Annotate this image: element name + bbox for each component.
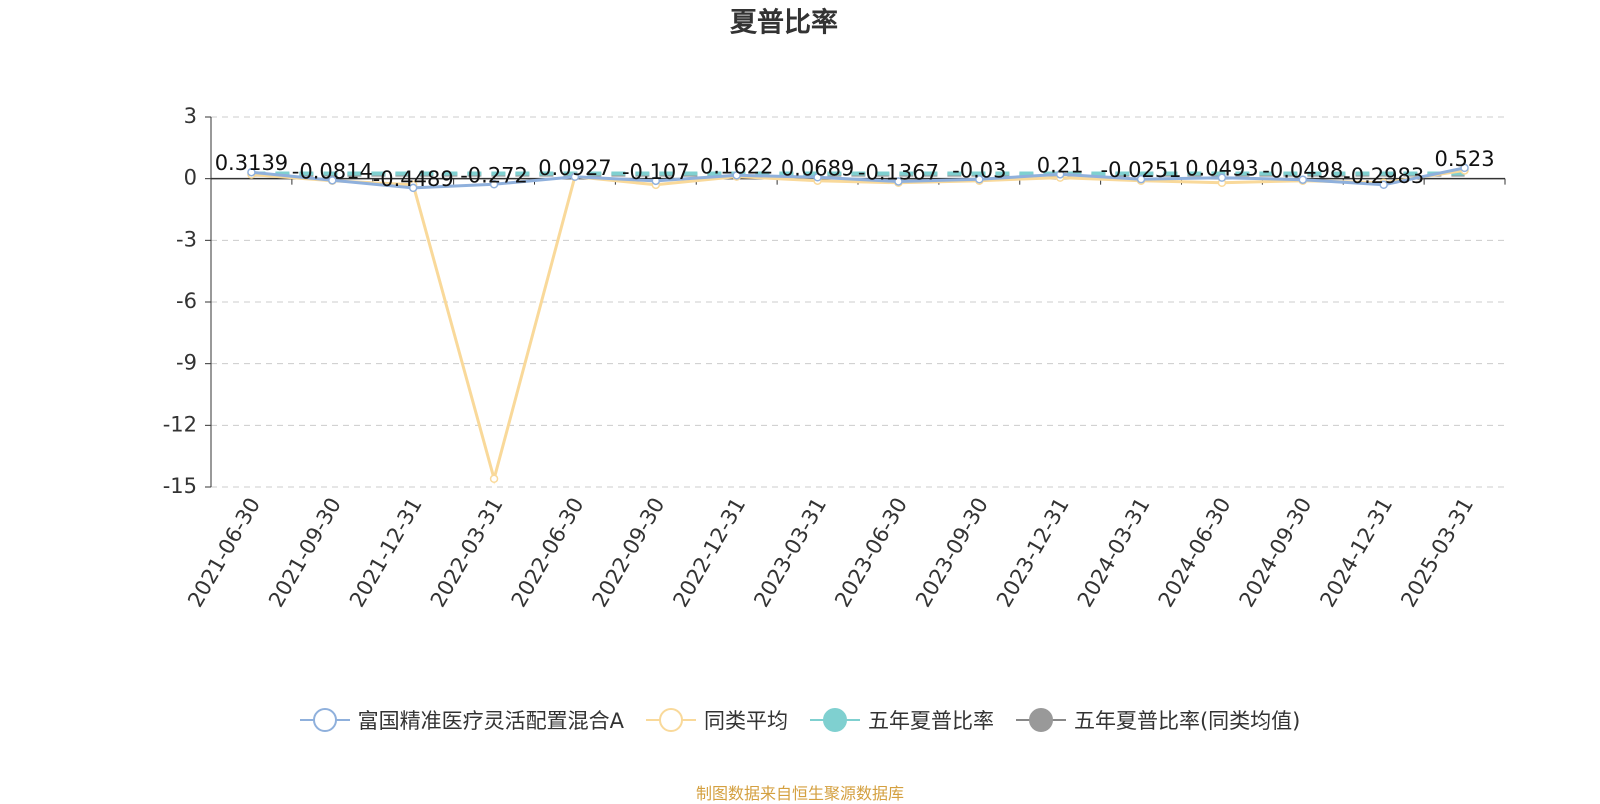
- data-label: -0.0498: [1262, 159, 1343, 183]
- data-point: [813, 173, 822, 182]
- source-note: 制图数据来自恒生聚源数据库: [695, 784, 904, 803]
- legend: 富国精准医疗灵活配置混合A 同类平均 五年夏普比率 五年夏普比率(同类均值): [0, 705, 1600, 735]
- data-point: [1217, 173, 1227, 182]
- data-point: [1460, 163, 1469, 173]
- legend-marker: [1028, 708, 1053, 732]
- x-tick-label: 2021-12-31: [345, 494, 427, 612]
- x-tick-label: 2024-09-30: [1235, 494, 1317, 612]
- data-label: -0.0251: [1101, 158, 1182, 182]
- chart-title: 夏普比率: [730, 7, 838, 39]
- data-point: [489, 180, 499, 189]
- data-label: 0.0493: [1185, 157, 1258, 181]
- data-label: 0.0689: [781, 156, 854, 180]
- x-tick-label: 2022-06-30: [507, 494, 589, 612]
- x-tick-label: 2023-03-31: [749, 494, 831, 612]
- x-tick-label: 2023-06-30: [830, 494, 912, 612]
- data-label: -0.1367: [858, 160, 939, 184]
- y-tick-label: -6: [176, 289, 197, 313]
- data-label: -0.0814: [292, 159, 373, 183]
- x-tick-label: 2021-06-30: [183, 494, 265, 612]
- y-tick-label: -12: [163, 412, 197, 436]
- x-tick-label: 2023-12-31: [992, 494, 1074, 612]
- data-point: [1379, 180, 1388, 190]
- legend-item[interactable]: 富国精准医疗灵活配置混合A: [299, 705, 624, 735]
- legend-marker: [822, 708, 847, 732]
- legend-marker: [312, 708, 337, 732]
- y-tick-label: -3: [176, 227, 197, 251]
- data-point: [1136, 174, 1146, 184]
- x-tick-label: 2022-03-31: [426, 494, 508, 612]
- x-tick-label: 2021-09-30: [264, 494, 346, 612]
- data-label: 0.3139: [215, 151, 288, 175]
- x-tick-label: 2024-12-31: [1315, 494, 1397, 612]
- y-tick-label: -9: [176, 351, 197, 375]
- data-point: [489, 474, 499, 484]
- data-label: -0.272: [460, 163, 528, 187]
- y-tick-label: -15: [163, 474, 197, 498]
- legend-icon: [809, 708, 860, 732]
- data-label: -0.2983: [1343, 164, 1424, 188]
- data-label: 0.523: [1435, 147, 1495, 171]
- data-label: 0.1622: [700, 154, 773, 178]
- data-point: [894, 177, 903, 186]
- legend-label: 同类平均: [703, 709, 788, 733]
- y-tick-label: 3: [184, 104, 197, 128]
- legend-icon: [1015, 708, 1066, 732]
- legend-label: 五年夏普比率(同类均值): [1073, 709, 1301, 733]
- x-tick-label: 2024-03-31: [1073, 494, 1155, 612]
- x-tick-label: 2022-12-31: [668, 494, 750, 612]
- data-label: 0.0927: [538, 156, 611, 180]
- x-tick-label: 2025-03-31: [1396, 494, 1478, 612]
- data-point: [328, 176, 337, 185]
- legend-label: 五年夏普比率: [867, 709, 994, 733]
- data-point: [408, 183, 418, 193]
- legend-item[interactable]: 五年夏普比率: [809, 705, 994, 735]
- data-point: [651, 176, 661, 186]
- data-point: [247, 167, 256, 177]
- series-line: [251, 166, 1465, 190]
- y-tick-label: 0: [184, 166, 197, 190]
- x-tick-label: 2023-09-30: [911, 494, 993, 612]
- data-label: 0.21: [1037, 153, 1084, 177]
- legend-label: 富国精准医疗灵活配置混合A: [357, 709, 624, 733]
- data-point: [1298, 175, 1308, 184]
- series-line: [251, 168, 1465, 485]
- legend-item[interactable]: 五年夏普比率(同类均值): [1015, 705, 1301, 735]
- legend-icon: [299, 708, 350, 732]
- data-point: [732, 171, 741, 180]
- legend-icon: [645, 708, 696, 732]
- data-label: -0.4489: [373, 167, 454, 191]
- data-point: [570, 172, 580, 182]
- data-point: [1055, 170, 1065, 179]
- legend-item[interactable]: 同类平均: [645, 705, 788, 735]
- x-tick-label: 2022-09-30: [588, 494, 670, 612]
- data-point: [975, 175, 984, 184]
- data-label: -0.03: [952, 158, 1006, 182]
- x-tick-label: 2024-06-30: [1154, 494, 1236, 612]
- legend-marker: [658, 708, 683, 732]
- data-label: -0.107: [622, 160, 690, 184]
